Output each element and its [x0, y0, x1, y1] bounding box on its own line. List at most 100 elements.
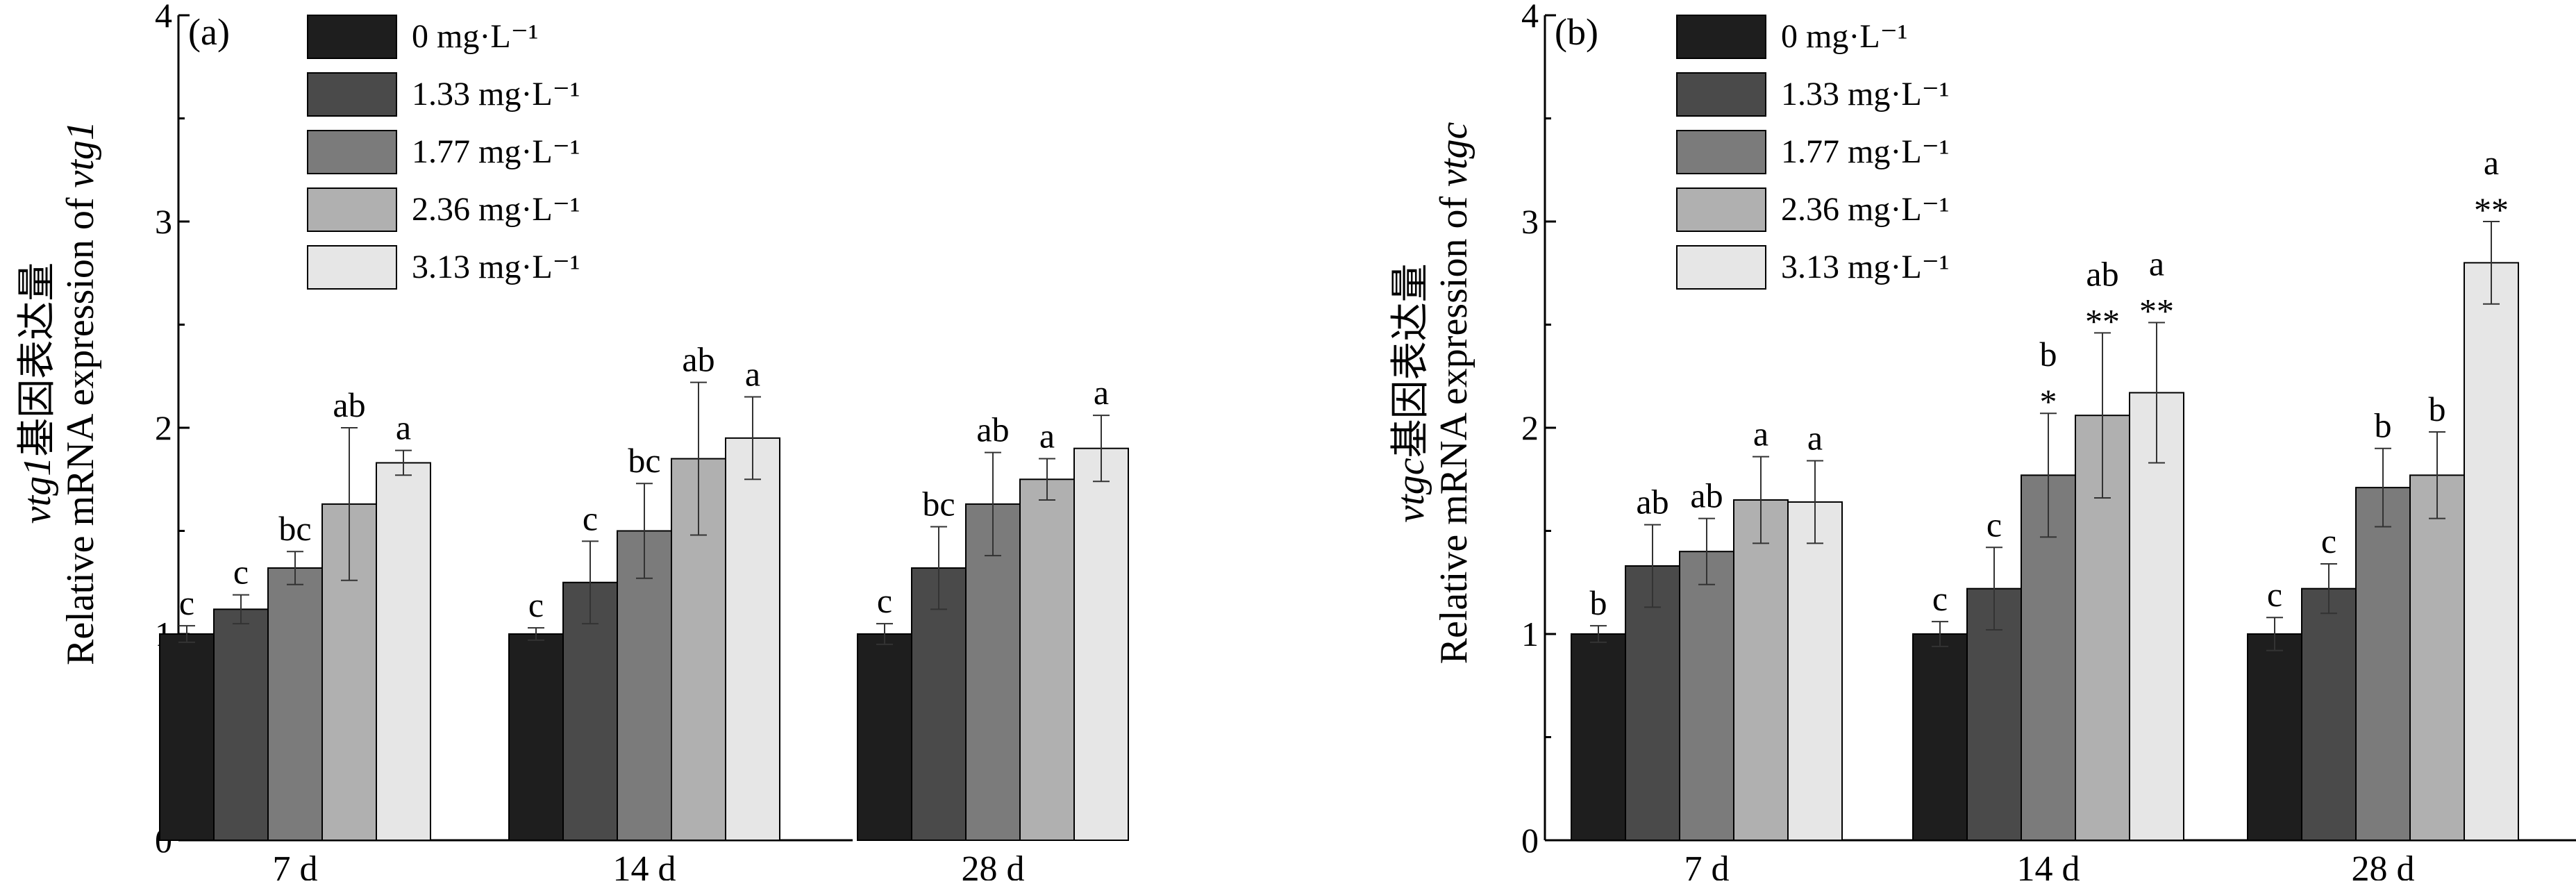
x-tick-label: 28 d	[2352, 849, 2415, 881]
legend-swatch	[307, 72, 397, 117]
bar	[1912, 633, 1968, 841]
x-tick-label: 7 d	[1684, 849, 1730, 881]
significance-letter: a	[1807, 419, 1823, 458]
bar	[267, 567, 323, 842]
significance-letter: c	[179, 583, 194, 622]
significance-letter: ab	[682, 340, 714, 379]
significance-letter: a	[2484, 143, 2499, 182]
y-tick-label: 1	[1521, 615, 1539, 653]
bar	[725, 437, 780, 841]
bar	[2301, 587, 2357, 841]
bar	[213, 608, 269, 841]
significance-letter: c	[2267, 575, 2282, 614]
bar	[2247, 633, 2302, 841]
bar	[508, 633, 564, 841]
bar	[376, 462, 431, 841]
y-axis-label-cn: vtg1基因表达量	[16, 262, 59, 524]
significance-letter: ab	[1636, 483, 1668, 522]
y-axis-label-en: Relative mRNA expression of vtg1	[59, 121, 102, 665]
significance-letter: a	[1753, 415, 1768, 453]
significance-letter: a	[1094, 373, 1109, 412]
y-axis-label-cn: vtgc基因表达量	[1389, 263, 1432, 522]
significance-letter: c	[233, 553, 249, 592]
significance-letter: c	[1987, 505, 2002, 544]
x-tick-label: 14 d	[2017, 849, 2080, 881]
significance-letter: bc	[628, 441, 660, 480]
significance-letter: ab	[976, 410, 1009, 449]
bar	[965, 503, 1021, 841]
significance-star: *	[2040, 382, 2057, 421]
bar	[1019, 478, 1075, 841]
significance-star: **	[2474, 190, 2509, 229]
bar	[2464, 262, 2519, 841]
legend-label: 1.77 mg·L⁻¹	[1781, 133, 1949, 170]
significance-letter: ab	[333, 385, 365, 424]
bar	[562, 581, 618, 841]
x-tick-label: 7 d	[273, 849, 318, 881]
significance-letter: c	[2321, 522, 2336, 560]
legend-label: 1.33 mg·L⁻¹	[412, 76, 580, 112]
y-tick-label: 0	[1521, 821, 1539, 860]
significance-star: **	[2139, 292, 2174, 331]
bar	[1571, 633, 1626, 841]
legend-label: 0 mg·L⁻¹	[1781, 18, 1907, 55]
legend-label: 3.13 mg·L⁻¹	[1781, 249, 1949, 285]
significance-letter: a	[745, 354, 760, 393]
x-tick-label: 28 d	[962, 849, 1025, 881]
significance-letter: c	[528, 585, 544, 624]
significance-letter: a	[1039, 417, 1055, 456]
bar	[857, 633, 912, 841]
y-tick-label: 2	[1521, 408, 1539, 447]
significance-star: **	[2085, 301, 2120, 340]
legend-label: 0 mg·L⁻¹	[412, 18, 538, 55]
legend-label: 2.36 mg·L⁻¹	[412, 191, 580, 228]
legend-label: 3.13 mg·L⁻¹	[412, 249, 580, 285]
significance-letter: a	[396, 408, 411, 447]
significance-letter: c	[1932, 579, 1948, 618]
significance-letter: c	[583, 499, 598, 537]
significance-letter: bc	[922, 485, 955, 524]
significance-letter: b	[2429, 390, 2446, 428]
y-tick-label: 2	[155, 408, 172, 447]
y-tick-label: 4	[155, 0, 172, 35]
bar	[1733, 499, 1789, 841]
y-tick-label: 4	[1521, 0, 1539, 35]
significance-letter: bc	[278, 509, 311, 548]
bar	[159, 633, 215, 841]
significance-letter: b	[2375, 406, 2392, 445]
legend-swatch	[1676, 15, 1766, 59]
y-tick-label: 3	[1521, 202, 1539, 241]
legend-label: 2.36 mg·L⁻¹	[1781, 191, 1949, 228]
legend-swatch	[1676, 245, 1766, 290]
y-tick-label: 3	[155, 202, 172, 241]
significance-letter: b	[2040, 335, 2057, 374]
legend-label: 1.77 mg·L⁻¹	[412, 133, 580, 170]
significance-letter: ab	[1690, 476, 1723, 515]
bar	[1679, 551, 1734, 841]
significance-letter: ab	[2086, 254, 2118, 293]
bar	[1073, 447, 1129, 841]
bar	[1787, 501, 1843, 841]
bar	[2355, 487, 2411, 841]
significance-letter: c	[877, 581, 892, 620]
legend-swatch	[307, 15, 397, 59]
panel-label: (b)	[1555, 11, 1598, 53]
significance-letter: a	[2149, 244, 2164, 283]
x-tick-label: 14 d	[613, 849, 676, 881]
significance-letter: b	[1590, 583, 1607, 622]
legend-swatch	[307, 245, 397, 290]
legend-swatch	[1676, 72, 1766, 117]
bar	[1625, 565, 1680, 841]
legend-swatch	[1676, 187, 1766, 232]
panel-label: (a)	[188, 11, 230, 53]
legend-label: 1.33 mg·L⁻¹	[1781, 76, 1949, 112]
legend-swatch	[307, 130, 397, 174]
legend-swatch	[307, 187, 397, 232]
y-axis-label-en: Relative mRNA expression of vtgc	[1432, 122, 1475, 665]
legend-swatch	[1676, 130, 1766, 174]
bar	[2409, 474, 2465, 841]
